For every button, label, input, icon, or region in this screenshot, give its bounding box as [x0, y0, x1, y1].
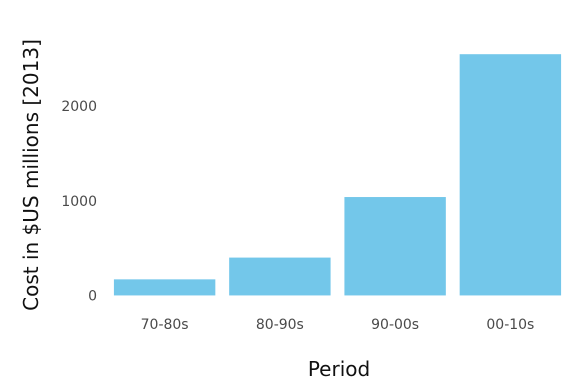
y-axis-ticks: 0 1000 2000 — [61, 99, 97, 304]
y-tick-label: 1000 — [61, 194, 97, 210]
bar-90-00s — [344, 197, 446, 296]
x-axis-ticks: 70-80s 80-90s 90-00s 00-10s — [141, 317, 535, 333]
bar-70-80s — [113, 279, 216, 296]
bar-80-90s — [229, 257, 331, 296]
x-tick-label: 90-00s — [371, 317, 419, 333]
y-axis-title: Cost in $US millions [2013] — [19, 39, 43, 311]
bar-00-10s — [459, 54, 562, 296]
x-tick-label: 70-80s — [141, 317, 189, 333]
x-axis-title: Period — [308, 357, 370, 381]
bars-group — [113, 54, 562, 296]
x-tick-label: 00-10s — [486, 317, 534, 333]
y-tick-label: 0 — [88, 288, 97, 304]
y-tick-label: 2000 — [61, 99, 97, 115]
x-tick-label: 80-90s — [256, 317, 304, 333]
